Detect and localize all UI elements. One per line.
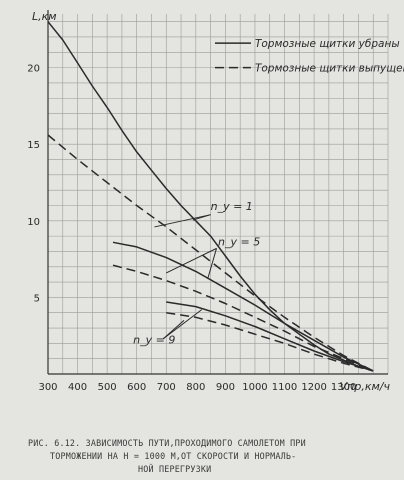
speed-distance-chart: 300 400 500 600 700 800 900 1000 1100 1200 1300 5 10… [27, 10, 404, 393]
y-axis-label: L,км [32, 10, 57, 23]
curve-ny9-dashed [166, 311, 374, 372]
x-tick-label: 1200 [301, 382, 326, 393]
curve-ny9-solid [166, 301, 374, 372]
curve-ny1-dashed [47, 134, 374, 372]
annotation-ny9-leader [162, 320, 185, 340]
y-tick-label: 15 [27, 140, 40, 151]
annotation-ny9-leader [163, 309, 203, 340]
x-tick-label: 1100 [272, 382, 297, 393]
figure-caption: РИС. 6.12. ЗАВИСИМОСТЬ ПУТИ,ПРОХОДИМОГО … [20, 437, 390, 476]
caption-line-2: ТОРМОЖЕНИИ НА Н = 1000 М,ОТ СКОРОСТИ И Н… [50, 451, 297, 461]
x-axis-label: Vпр,км/ч [340, 380, 391, 393]
y-tick-label: 10 [27, 217, 40, 228]
x-tick-label: 700 [157, 382, 176, 393]
x-tick-label: 500 [98, 382, 117, 393]
curve-ny5-dashed [112, 264, 374, 372]
x-tick-label: 800 [186, 382, 205, 393]
caption-line-1: РИС. 6.12. ЗАВИСИМОСТЬ ПУТИ,ПРОХОДИМОГО … [28, 438, 306, 448]
x-tick-label: 300 [38, 382, 57, 393]
curve-ny1-solid [47, 21, 374, 372]
legend-solid-label: Тормозные щитки убраны [255, 38, 400, 50]
y-tick-label: 20 [27, 64, 40, 75]
x-tick-label: 1300 [331, 382, 356, 393]
y-tick-label: 5 [34, 293, 40, 304]
annotation-ny1: n_y = 1 [211, 200, 253, 213]
annotation-ny9: n_y = 9 [133, 333, 175, 346]
curve-ny5-solid [112, 241, 374, 372]
annotation-ny5-leader [207, 248, 218, 280]
legend-dashed-label: Тормозные щитки выпущены [255, 63, 404, 75]
caption-line-3: НОЙ ПЕРЕГРУЗКИ [138, 464, 212, 474]
x-tick-label: 600 [127, 382, 146, 393]
annotation-ny5-leader [166, 247, 217, 274]
annotation-ny5: n_y = 5 [218, 235, 260, 248]
annotation-ny1-leader [154, 214, 211, 228]
x-tick-label: 400 [68, 382, 87, 393]
x-tick-label: 900 [216, 382, 235, 393]
x-tick-label: 1000 [242, 382, 267, 393]
